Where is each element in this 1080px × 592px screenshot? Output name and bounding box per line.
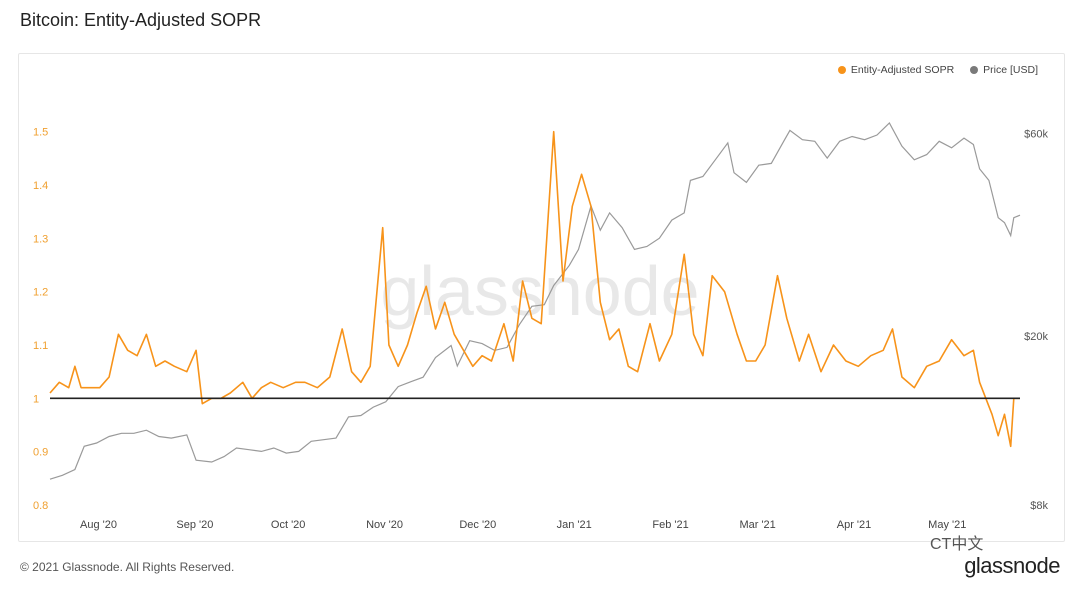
chart-axes: 0.8 0.9 1 1.1 1.2 1.3 1.4 1.5 $8k $20k $60k Aug '20… [33,127,1048,531]
x-tick-label: Dec '20 [459,519,496,531]
x-tick-label: Apr '21 [837,519,872,531]
y-left-tick-label: 1.4 [33,180,48,192]
sopr-series-line [49,130,1020,448]
y-left-tick-label: 1.5 [33,127,48,139]
x-tick-label: May '21 [928,519,966,531]
chart-title: Bitcoin: Entity-Adjusted SOPR [20,10,262,30]
x-tick-label: Nov '20 [366,519,403,531]
y-left-tick-label: 1 [33,393,39,405]
y-right-tick-label: $8k [1030,500,1048,512]
wechat-label: CT中文 [930,536,984,553]
y-left-tick-label: 1.1 [33,340,48,352]
legend-dot-sopr [837,66,846,74]
x-tick-label: Oct '20 [271,519,306,531]
legend-item-price[interactable]: Price [USD] [970,64,1038,76]
y-right-tick-label: $20k [1024,331,1048,343]
legend-label-price: Price [USD] [983,64,1038,76]
glassnode-logo: glassnode [964,553,1060,578]
y-left-tick-label: 0.8 [33,500,48,512]
copyright-footer: © 2021 Glassnode. All Rights Reserved. [20,560,235,574]
y-left-tick-label: 0.9 [33,447,48,459]
x-tick-label: Sep '20 [176,519,213,531]
y-right-tick-label: $60k [1024,128,1048,140]
legend-label-sopr: Entity-Adjusted SOPR [850,64,955,76]
chart-panel: Entity-Adjusted SOPR Price [USD] [18,53,1065,542]
y-left-tick-label: 1.3 [33,233,48,245]
x-tick-label: Aug '20 [80,519,117,531]
chart-series [49,122,1021,480]
y-left-tick-label: 1.2 [33,287,48,299]
watermark-text: glassnode [380,252,699,330]
price-series-line [49,122,1021,480]
x-tick-label: Jan '21 [557,519,592,531]
legend-item-sopr[interactable]: Entity-Adjusted SOPR [837,64,955,76]
chart-legend: Entity-Adjusted SOPR Price [USD] [837,64,1038,76]
x-tick-label: Feb '21 [652,519,688,531]
x-tick-label: Mar '21 [739,519,775,531]
legend-dot-price [970,66,979,74]
